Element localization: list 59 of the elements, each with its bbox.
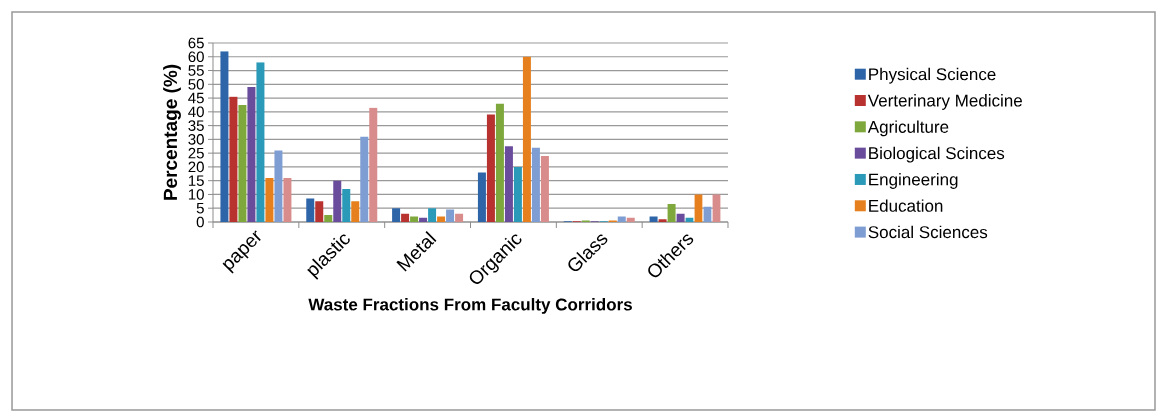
bar	[324, 215, 333, 222]
bar	[333, 180, 342, 222]
legend-label: Verterinary Medicine	[867, 94, 1022, 110]
bar	[658, 219, 667, 222]
bar	[626, 217, 635, 222]
bar	[360, 136, 369, 222]
legend-label: Physical Science	[869, 67, 996, 84]
bar	[419, 217, 428, 222]
bar	[446, 209, 455, 222]
bar	[513, 166, 522, 222]
bar	[504, 146, 513, 222]
bar	[477, 172, 486, 222]
bar	[401, 213, 410, 222]
bar	[667, 204, 676, 222]
y-tick-label: 25	[188, 147, 204, 159]
bar	[486, 114, 495, 222]
bar	[676, 213, 685, 222]
y-tick-label: 35	[188, 120, 204, 131]
bar	[522, 56, 531, 222]
bar	[428, 208, 437, 222]
bar	[342, 188, 351, 222]
legend-label: Agriculture	[867, 120, 949, 137]
bar	[495, 103, 504, 222]
y-tick-label: 50	[188, 78, 204, 90]
bar	[455, 213, 464, 222]
bar	[256, 62, 265, 222]
legend-label: Education	[869, 199, 943, 212]
bar	[265, 177, 274, 222]
y-tick-label: 5	[196, 202, 204, 214]
legend-label: Biological Scinces	[869, 146, 1005, 163]
y-tick-label: 40	[188, 106, 204, 118]
bar	[315, 201, 324, 222]
y-tick-label: 10	[188, 189, 204, 200]
bar	[540, 155, 549, 222]
y-tick-label: 30	[188, 134, 204, 145]
bar	[617, 216, 626, 222]
bar	[247, 87, 256, 222]
bar	[437, 216, 446, 222]
y-tick-label: 55	[188, 65, 204, 76]
bar	[351, 201, 360, 222]
y-tick-label: 0	[196, 216, 204, 228]
y-axis-title: Percentage (%)	[163, 64, 181, 200]
legend-label: Engineering	[869, 173, 958, 189]
bar	[238, 104, 247, 222]
bar	[392, 208, 401, 222]
bar	[220, 51, 229, 222]
x-axis-title: Waste Fractions From Faculty Corridors	[308, 298, 632, 314]
legend-label: Social Sciences	[868, 225, 988, 239]
bar	[306, 198, 315, 222]
bar	[229, 96, 238, 222]
bar	[410, 216, 419, 222]
bar	[649, 216, 658, 222]
y-tick-label: 65	[188, 37, 204, 49]
y-tick-label: 20	[188, 161, 204, 173]
y-tick-label: 45	[188, 92, 204, 104]
bar	[531, 147, 540, 222]
y-tick-label: 60	[188, 51, 204, 63]
y-tick-label: 15	[188, 175, 204, 186]
bar	[369, 107, 378, 222]
